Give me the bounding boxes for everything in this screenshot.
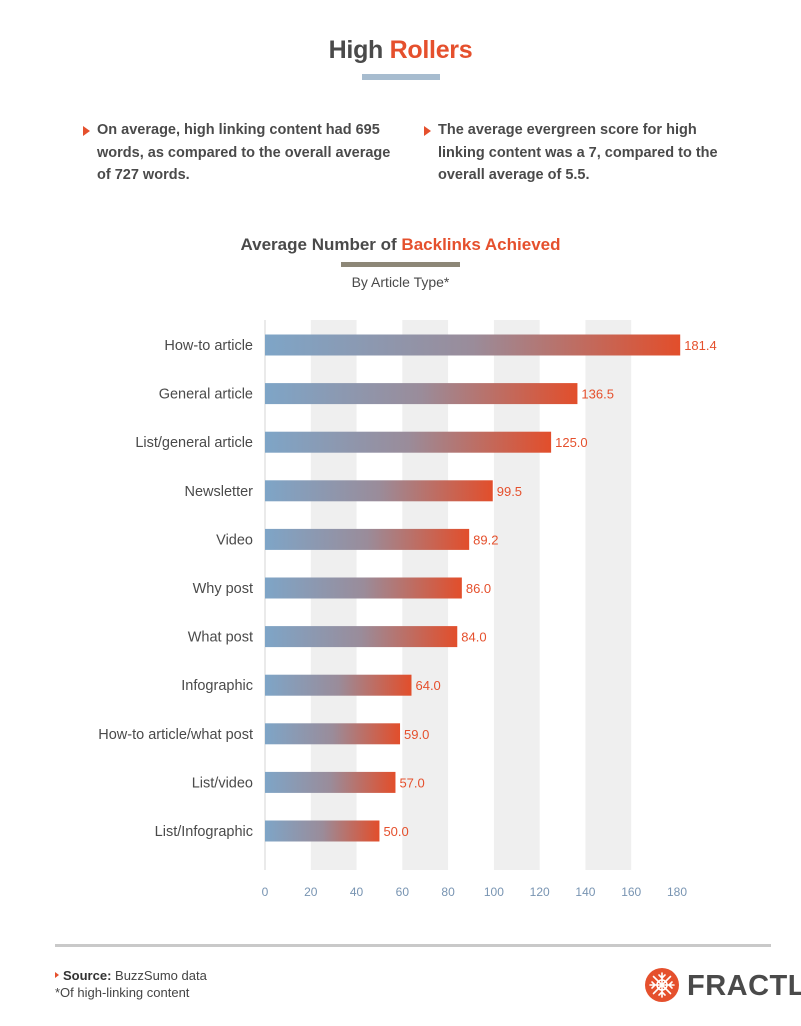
value-label: 84.0 (461, 630, 486, 645)
bar (265, 431, 552, 453)
value-label: 181.4 (684, 338, 717, 353)
x-tick-label: 140 (575, 885, 595, 899)
bullet-arrow-icon (83, 126, 90, 136)
bar (265, 577, 462, 599)
category-label: What post (188, 630, 253, 646)
source-text: BuzzSumo data (111, 968, 207, 983)
footnote: *Of high-linking content (55, 985, 190, 1000)
page-title-part2: Rollers (389, 36, 473, 64)
category-label: How-to article (164, 338, 253, 354)
category-label: List/video (192, 775, 253, 791)
category-label: Video (216, 532, 253, 548)
category-label: Newsletter (185, 484, 254, 500)
chart-title-underline (341, 262, 460, 267)
value-label: 86.0 (466, 581, 491, 596)
bullet-evergreen-score: The average evergreen score for high lin… (424, 119, 728, 187)
bullet-text: On average, high linking content had 695… (97, 122, 391, 183)
value-label: 64.0 (415, 678, 440, 693)
value-label: 57.0 (399, 775, 424, 790)
bar (265, 528, 470, 550)
category-labels: How-to article General article List/genera… (98, 338, 253, 840)
value-label: 125.0 (555, 435, 588, 450)
grid-band (493, 320, 540, 870)
bar (265, 820, 380, 842)
bar (265, 480, 493, 502)
chart-subtitle: By Article Type* (351, 274, 450, 290)
x-tick-label: 160 (621, 885, 641, 899)
x-tick-label: 120 (530, 885, 550, 899)
bullet-word-count: On average, high linking content had 695… (83, 119, 397, 187)
category-label: Infographic (181, 678, 253, 694)
x-tick-label: 0 (262, 885, 269, 899)
footer-divider (55, 944, 771, 947)
source-label: Source: (63, 968, 112, 983)
fractl-logo-text: FRACTL (687, 970, 801, 1002)
value-label: 50.0 (383, 824, 408, 839)
fractl-logo-icon (645, 968, 679, 1002)
bar (265, 771, 396, 793)
category-label: General article (159, 387, 253, 403)
x-tick-label: 80 (441, 885, 455, 899)
bars (265, 334, 681, 842)
value-label: 99.5 (497, 484, 522, 499)
x-tick-label: 180 (667, 885, 687, 899)
bar (265, 723, 401, 745)
bar (265, 383, 578, 405)
source-arrow-icon (55, 972, 59, 978)
grid-band (585, 320, 632, 870)
title-underline (362, 74, 440, 80)
chart-title-part2: Backlinks Achieved (401, 235, 561, 254)
x-tick-labels: 0 20 40 60 80 100 120 140 160 180 (262, 885, 688, 899)
source-line: Source: BuzzSumo data (55, 967, 207, 985)
fractl-logo: FRACTL (645, 968, 801, 1004)
category-label: Why post (193, 581, 253, 597)
chart-title: Average Number of Backlinks Achieved (0, 235, 801, 255)
value-labels: 181.4 136.5 125.0 99.5 89.2 86.0 84.0 64.0 59.0 5… (383, 338, 716, 839)
x-tick-label: 20 (304, 885, 318, 899)
bar (265, 626, 458, 648)
x-tick-label: 100 (484, 885, 504, 899)
bar (265, 334, 681, 356)
value-label: 136.5 (581, 387, 614, 402)
x-tick-label: 60 (396, 885, 410, 899)
page-title: High Rollers (0, 36, 801, 65)
bullet-arrow-icon (424, 126, 431, 136)
value-label: 59.0 (404, 727, 429, 742)
chart-title-part1: Average Number of (240, 235, 397, 254)
value-label: 89.2 (473, 532, 498, 547)
category-label: List/Infographic (155, 824, 253, 840)
page-title-part1: High (328, 36, 384, 64)
bullet-text: The average evergreen score for high lin… (438, 122, 718, 183)
category-label: List/general article (135, 435, 253, 451)
bar (265, 674, 412, 696)
x-tick-label: 40 (350, 885, 364, 899)
category-label: How-to article/what post (98, 727, 253, 743)
